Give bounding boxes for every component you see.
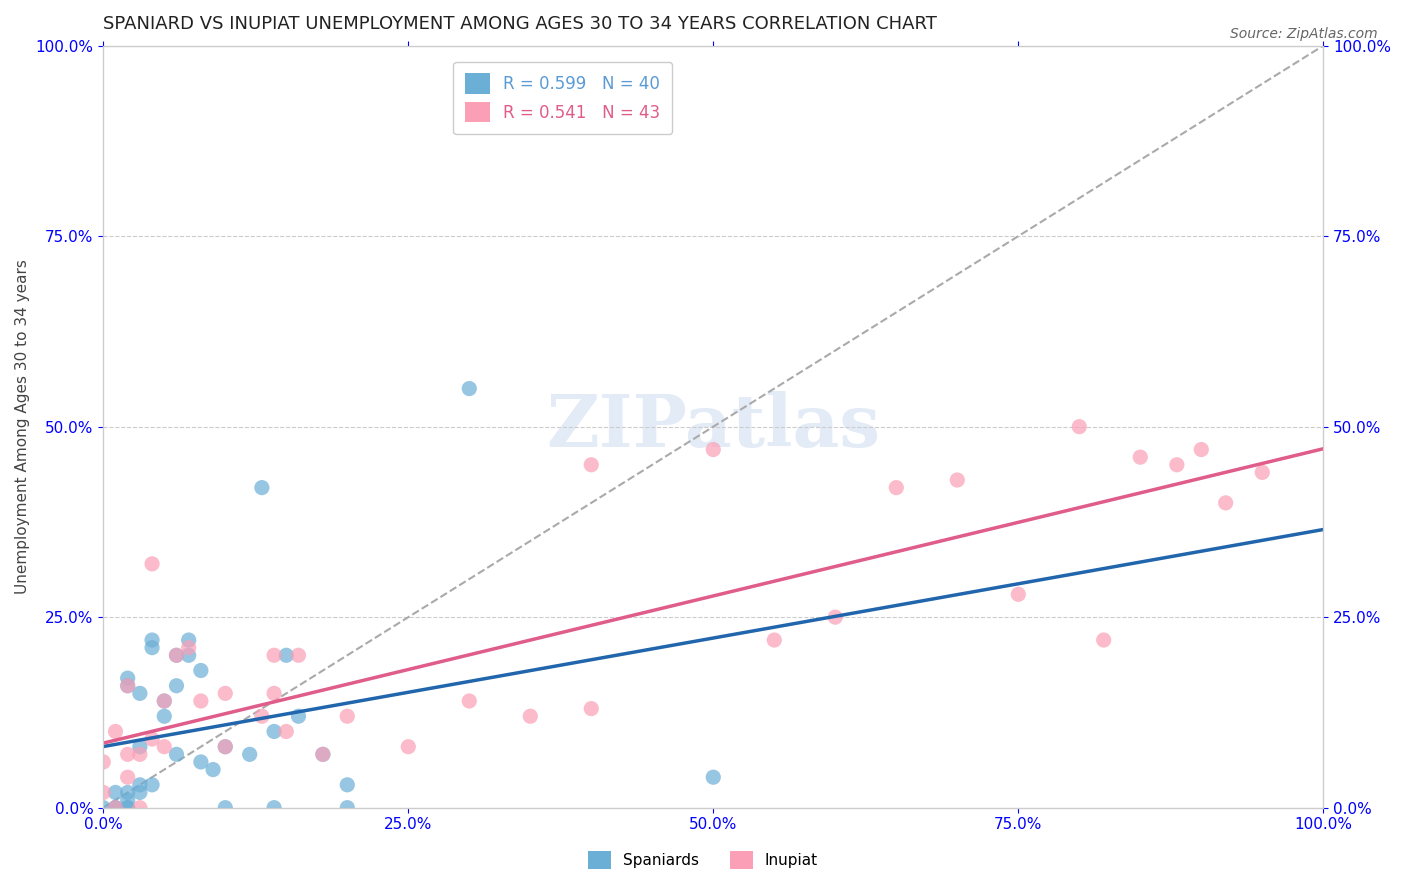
Point bbox=[250, 709, 273, 723]
Point bbox=[166, 648, 188, 663]
Point bbox=[128, 686, 150, 700]
Point bbox=[117, 785, 139, 799]
Point bbox=[336, 778, 359, 792]
Point bbox=[250, 481, 273, 495]
Point bbox=[190, 694, 212, 708]
Point bbox=[104, 785, 127, 799]
Legend: R = 0.599   N = 40, R = 0.541   N = 43: R = 0.599 N = 40, R = 0.541 N = 43 bbox=[453, 62, 672, 134]
Point bbox=[1092, 633, 1115, 648]
Point bbox=[276, 724, 298, 739]
Point bbox=[117, 671, 139, 685]
Point bbox=[263, 800, 285, 814]
Point bbox=[1007, 587, 1029, 601]
Point bbox=[824, 610, 846, 624]
Point bbox=[177, 640, 200, 655]
Point bbox=[141, 778, 163, 792]
Point bbox=[336, 709, 359, 723]
Point bbox=[117, 679, 139, 693]
Point bbox=[312, 747, 335, 762]
Point bbox=[141, 732, 163, 747]
Point bbox=[214, 739, 236, 754]
Point bbox=[581, 458, 603, 472]
Point bbox=[458, 694, 481, 708]
Point bbox=[91, 785, 114, 799]
Point bbox=[946, 473, 969, 487]
Point bbox=[141, 633, 163, 648]
Point bbox=[117, 679, 139, 693]
Point bbox=[153, 694, 176, 708]
Point bbox=[117, 747, 139, 762]
Point bbox=[128, 800, 150, 814]
Point bbox=[177, 633, 200, 648]
Text: Source: ZipAtlas.com: Source: ZipAtlas.com bbox=[1230, 27, 1378, 41]
Point bbox=[1166, 458, 1188, 472]
Point bbox=[1129, 450, 1152, 465]
Point bbox=[91, 800, 114, 814]
Point bbox=[239, 747, 262, 762]
Point bbox=[396, 739, 419, 754]
Point bbox=[166, 679, 188, 693]
Point bbox=[104, 800, 127, 814]
Point bbox=[128, 747, 150, 762]
Point bbox=[190, 755, 212, 769]
Text: ZIPatlas: ZIPatlas bbox=[546, 392, 880, 462]
Point bbox=[190, 664, 212, 678]
Point bbox=[177, 648, 200, 663]
Point bbox=[1215, 496, 1237, 510]
Point bbox=[702, 770, 724, 784]
Point bbox=[117, 793, 139, 807]
Y-axis label: Unemployment Among Ages 30 to 34 years: Unemployment Among Ages 30 to 34 years bbox=[15, 260, 30, 594]
Point bbox=[202, 763, 225, 777]
Point bbox=[141, 557, 163, 571]
Point bbox=[458, 382, 481, 396]
Point bbox=[581, 701, 603, 715]
Point bbox=[1189, 442, 1212, 457]
Point bbox=[117, 800, 139, 814]
Point bbox=[153, 694, 176, 708]
Point bbox=[263, 648, 285, 663]
Point bbox=[128, 778, 150, 792]
Point bbox=[166, 648, 188, 663]
Point bbox=[104, 724, 127, 739]
Text: SPANIARD VS INUPIAT UNEMPLOYMENT AMONG AGES 30 TO 34 YEARS CORRELATION CHART: SPANIARD VS INUPIAT UNEMPLOYMENT AMONG A… bbox=[103, 15, 938, 33]
Point bbox=[141, 640, 163, 655]
Point bbox=[312, 747, 335, 762]
Point bbox=[214, 800, 236, 814]
Point bbox=[91, 755, 114, 769]
Point bbox=[263, 724, 285, 739]
Point bbox=[117, 800, 139, 814]
Legend: Spaniards, Inupiat: Spaniards, Inupiat bbox=[582, 845, 824, 875]
Point bbox=[214, 686, 236, 700]
Point bbox=[702, 442, 724, 457]
Point bbox=[153, 739, 176, 754]
Point bbox=[519, 709, 541, 723]
Point bbox=[128, 785, 150, 799]
Point bbox=[287, 709, 309, 723]
Point bbox=[336, 800, 359, 814]
Point bbox=[117, 770, 139, 784]
Point bbox=[128, 739, 150, 754]
Point bbox=[1251, 466, 1274, 480]
Point bbox=[276, 648, 298, 663]
Point bbox=[1069, 419, 1091, 434]
Point bbox=[287, 648, 309, 663]
Point bbox=[884, 481, 907, 495]
Point bbox=[153, 709, 176, 723]
Point bbox=[263, 686, 285, 700]
Point bbox=[166, 747, 188, 762]
Point bbox=[104, 800, 127, 814]
Point bbox=[104, 800, 127, 814]
Point bbox=[763, 633, 786, 648]
Point bbox=[214, 739, 236, 754]
